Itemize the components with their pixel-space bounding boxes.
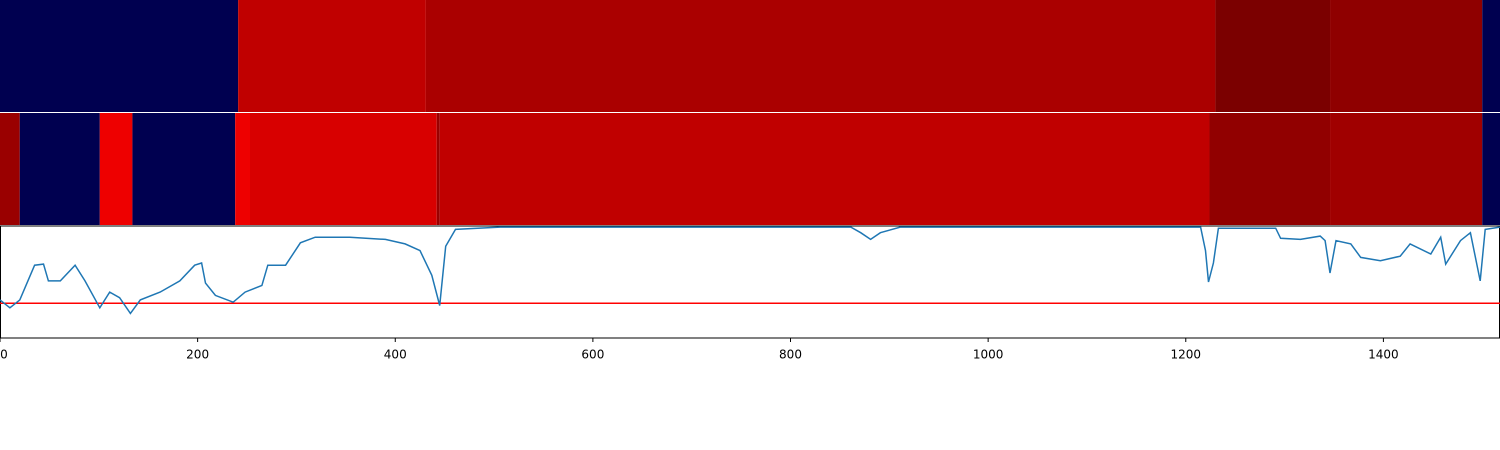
strip-segment — [425, 0, 1216, 112]
strip-segment — [439, 113, 1210, 225]
x-tick-label: 1400 — [1368, 348, 1399, 362]
plot-frame — [0, 225, 1500, 339]
strip-segment — [436, 113, 440, 225]
x-tick-label: 200 — [186, 348, 209, 362]
x-tick-label: 0 — [0, 348, 8, 362]
strip-segment — [1482, 113, 1500, 225]
strip-segment — [1209, 113, 1331, 225]
strip-segment — [0, 0, 239, 112]
x-tick-label: 600 — [581, 348, 604, 362]
strip-segment — [235, 113, 250, 225]
strip-segment — [132, 113, 236, 225]
x-tick-label: 1000 — [973, 348, 1004, 362]
x-tick-label: 800 — [779, 348, 802, 362]
strip-segment — [99, 113, 133, 225]
strip-segment — [1215, 0, 1331, 112]
strip-segment — [1330, 0, 1483, 112]
x-tick-label: 1200 — [1170, 348, 1201, 362]
line — [0, 226, 1500, 315]
strip-segment — [250, 113, 437, 225]
strip-segment — [238, 0, 426, 112]
strip-segment — [19, 113, 100, 225]
strip-segment — [0, 113, 20, 225]
strip-segment — [1330, 113, 1483, 225]
strip-segment — [1482, 0, 1500, 112]
x-tick-label: 400 — [384, 348, 407, 362]
